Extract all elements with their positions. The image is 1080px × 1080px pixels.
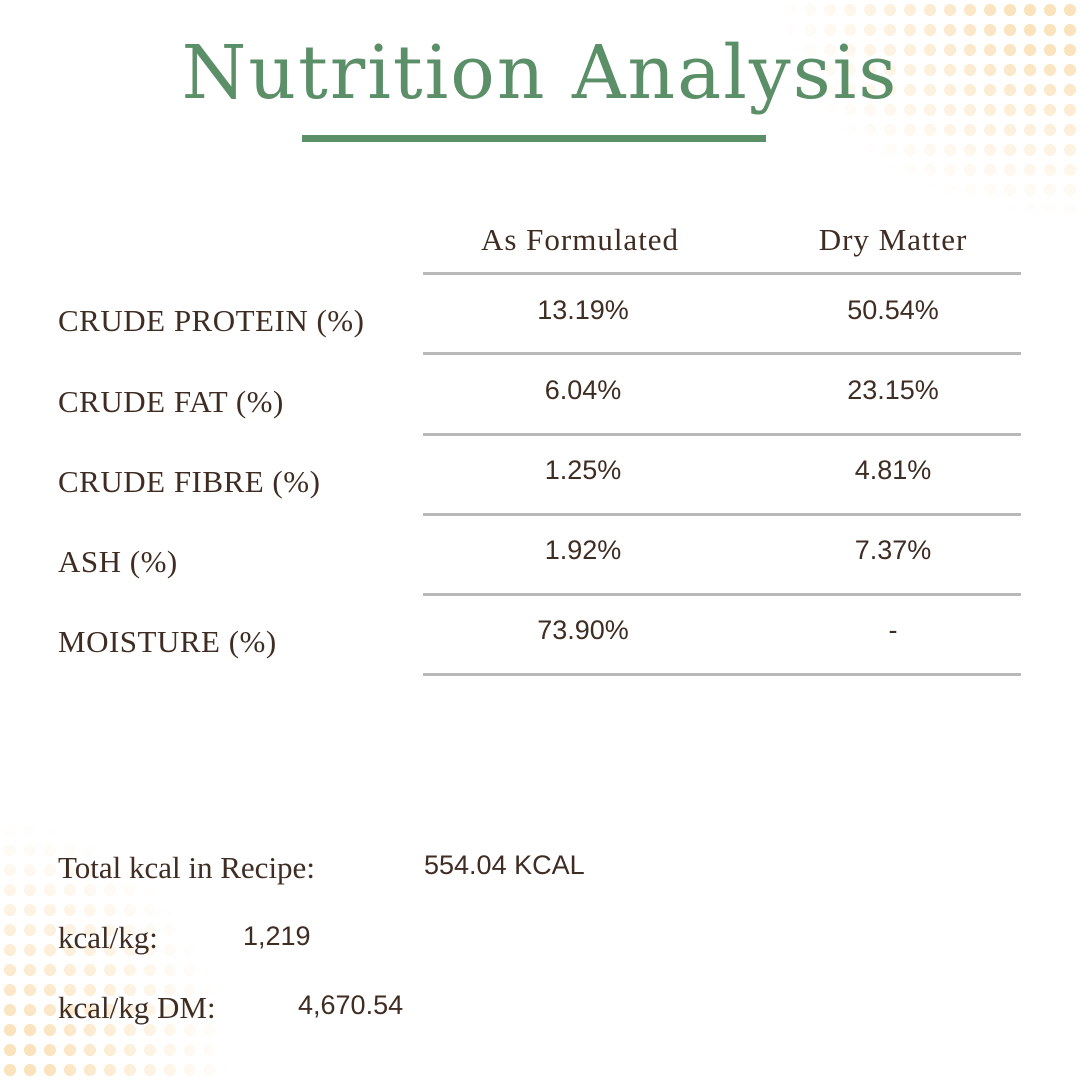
cell-as-formulated: 13.19% [537, 295, 629, 325]
table-divider [423, 433, 1021, 436]
cell-as-formulated: 73.90% [537, 615, 629, 645]
table-divider [423, 513, 1021, 516]
summary-value-kcal-per-kg: 1,219 [243, 921, 311, 951]
cell-dry-matter: 50.54% [847, 295, 939, 325]
cell-dry-matter: 7.37% [854, 535, 932, 565]
cell-as-formulated: 1.92% [544, 535, 622, 565]
summary-label-kcal-per-kg: kcal/kg: [58, 920, 158, 955]
column-header-dry-matter: Dry Matter [818, 222, 968, 257]
title-underline [302, 135, 766, 142]
table-divider [423, 272, 1021, 275]
row-label-moisture: MOISTURE (%) [58, 624, 277, 659]
cell-as-formulated: 6.04% [544, 375, 622, 405]
cell-dry-matter: 23.15% [847, 375, 939, 405]
cell-as-formulated: 1.25% [544, 455, 622, 485]
summary-value-total-kcal: 554.04 KCAL [424, 850, 585, 880]
table-divider [423, 352, 1021, 355]
summary-label-total-kcal: Total kcal in Recipe: [58, 850, 315, 885]
row-label-ash: ASH (%) [58, 544, 178, 579]
table-divider [423, 673, 1021, 676]
cell-dry-matter: - [888, 615, 898, 645]
row-label-crude-fibre: CRUDE FIBRE (%) [58, 464, 321, 499]
table-divider [423, 593, 1021, 596]
row-label-crude-fat: CRUDE FAT (%) [58, 384, 284, 419]
summary-label-kcal-per-kg-dm: kcal/kg DM: [58, 990, 216, 1025]
page-title: Nutrition Analysis [181, 30, 899, 116]
cell-dry-matter: 4.81% [854, 455, 932, 485]
row-label-crude-protein: CRUDE PROTEIN (%) [58, 303, 365, 338]
column-header-as-formulated: As Formulated [480, 222, 680, 257]
summary-value-kcal-per-kg-dm: 4,670.54 [298, 990, 404, 1020]
